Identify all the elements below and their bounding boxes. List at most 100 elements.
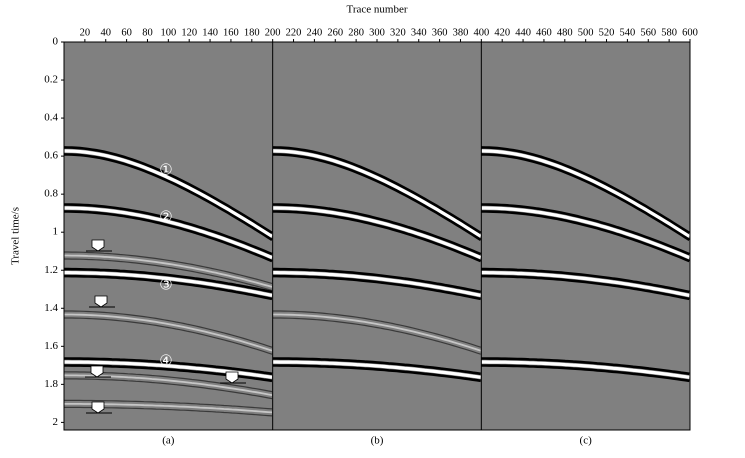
panel-label: (b) <box>371 435 384 447</box>
reflection-dark <box>64 258 273 291</box>
x-tick-label: 220 <box>286 27 302 38</box>
x-tick-label: 160 <box>223 27 239 38</box>
x-tick-label: 120 <box>181 27 197 38</box>
reflection-dark <box>64 267 273 294</box>
x-tick-label: 20 <box>80 27 91 38</box>
reflection-dark <box>272 357 481 376</box>
reflection-dark <box>272 317 481 355</box>
reflection-light <box>481 149 690 238</box>
reflection-dark <box>64 210 273 263</box>
reflection-dark <box>272 203 482 256</box>
reflection-dark <box>64 317 273 355</box>
x-tick-label: 420 <box>494 27 510 38</box>
reflection-light <box>272 206 482 260</box>
reflection-dark <box>64 251 273 284</box>
reflection-dark <box>64 203 273 256</box>
y-tick-label: 0.8 <box>44 188 58 200</box>
reflection-dark <box>481 203 690 256</box>
y-tick-label: 0.6 <box>44 150 58 162</box>
reflection-light <box>272 313 481 352</box>
y-tick-label: 1.6 <box>44 340 58 352</box>
reflection-dark <box>272 153 482 242</box>
y-tick-label: 2 <box>53 416 59 428</box>
x-tick-label: 600 <box>682 27 698 38</box>
x-tick-label: 60 <box>121 27 132 38</box>
x-tick-label: 340 <box>411 27 427 38</box>
x-axis-label: Trace number <box>347 4 408 16</box>
reflection-dark <box>481 364 690 383</box>
y-axis-label: Travel time/s <box>10 207 22 265</box>
reflection-dark <box>481 267 690 294</box>
x-tick-label: 540 <box>620 27 636 38</box>
reflection-light <box>481 206 690 260</box>
annotation: ③ <box>159 277 172 293</box>
reflection-dark <box>272 210 482 263</box>
reflection-dark <box>64 274 273 301</box>
reflection-light <box>272 149 482 238</box>
x-tick-label: 300 <box>369 27 385 38</box>
y-tick-label: 1.2 <box>44 264 58 276</box>
x-tick-label: 500 <box>578 27 594 38</box>
reflection-dark <box>64 153 273 242</box>
reflection-dark <box>481 357 690 376</box>
panel-label: (c) <box>580 435 593 447</box>
reflection-dark <box>481 146 690 235</box>
reflection-light <box>64 254 273 288</box>
reflection-dark <box>64 378 273 400</box>
reflection-light <box>64 271 273 297</box>
x-tick-label: 240 <box>307 27 323 38</box>
marker <box>225 371 239 384</box>
y-tick-label: 1.8 <box>44 378 58 390</box>
x-tick-label: 480 <box>557 27 573 38</box>
x-tick-label: 380 <box>453 27 469 38</box>
annotation: ② <box>159 209 172 225</box>
reflection-dark <box>272 364 481 383</box>
x-tick-label: 440 <box>515 27 531 38</box>
x-tick-label: 100 <box>160 27 176 38</box>
reflection-dark <box>481 274 690 301</box>
x-tick-label: 40 <box>100 27 111 38</box>
marker <box>90 365 104 378</box>
x-tick-label: 80 <box>142 27 153 38</box>
reflection-light <box>64 313 273 352</box>
marker <box>94 295 108 308</box>
reflection-dark <box>481 153 690 242</box>
reflection-dark <box>272 267 481 294</box>
x-tick-label: 360 <box>432 27 448 38</box>
reflection-light <box>272 360 481 379</box>
x-tick-label: 140 <box>202 27 218 38</box>
x-tick-label: 180 <box>244 27 260 38</box>
marker <box>91 401 105 414</box>
y-tick-label: 0.4 <box>44 112 58 124</box>
reflection-dark <box>272 146 482 235</box>
marker <box>91 239 105 252</box>
y-tick-label: 1 <box>53 226 59 238</box>
reflection-dark <box>272 274 481 301</box>
reflection-dark <box>64 357 273 376</box>
y-tick-label: 1.4 <box>44 302 58 314</box>
reflection-light <box>64 149 273 238</box>
reflection-light <box>64 206 273 260</box>
annotation: ① <box>159 162 172 178</box>
plot-background <box>64 42 690 430</box>
reflection-dark <box>64 399 273 410</box>
reflection-dark <box>64 146 273 235</box>
reflection-light <box>272 271 482 297</box>
reflection-dark <box>272 310 481 348</box>
y-tick-label: 0 <box>53 36 59 48</box>
x-tick-label: 400 <box>473 27 489 38</box>
x-tick-label: 460 <box>536 27 552 38</box>
x-tick-label: 320 <box>390 27 406 38</box>
panel-label: (a) <box>162 435 175 447</box>
annotation: ④ <box>159 353 172 369</box>
y-tick-label: 0.2 <box>44 74 58 86</box>
x-tick-label: 260 <box>327 27 343 38</box>
x-tick-label: 200 <box>265 27 281 38</box>
reflection-dark <box>64 310 273 348</box>
reflection-light <box>481 271 690 297</box>
x-tick-label: 560 <box>640 27 656 38</box>
x-tick-label: 520 <box>599 27 615 38</box>
x-tick-label: 580 <box>661 27 677 38</box>
x-tick-label: 280 <box>348 27 364 38</box>
